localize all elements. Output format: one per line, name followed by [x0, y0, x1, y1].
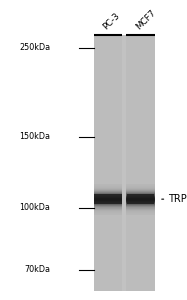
Bar — [127, 198, 154, 199]
Bar — [94, 196, 122, 197]
Bar — [126, 192, 155, 193]
Text: 150kDa: 150kDa — [19, 133, 50, 142]
Bar — [126, 210, 155, 211]
Bar — [126, 200, 155, 201]
Bar — [126, 201, 155, 202]
Bar — [94, 197, 122, 198]
Bar — [126, 187, 155, 188]
Bar — [126, 190, 155, 191]
Bar — [94, 203, 122, 204]
Bar — [94, 191, 122, 192]
Bar — [94, 199, 122, 200]
Bar — [94, 208, 122, 209]
Bar — [94, 202, 122, 203]
Bar — [94, 188, 122, 189]
Bar — [94, 195, 122, 196]
Bar — [94, 209, 122, 210]
Bar — [126, 214, 155, 215]
Bar — [126, 34, 155, 291]
Bar — [126, 184, 155, 185]
Bar — [94, 199, 122, 200]
Bar — [127, 200, 154, 201]
Bar — [126, 209, 155, 210]
Text: 70kDa: 70kDa — [24, 265, 50, 274]
Bar — [94, 196, 122, 197]
Bar — [94, 34, 122, 291]
Bar — [94, 200, 122, 201]
Bar — [94, 194, 122, 195]
Bar — [127, 202, 154, 203]
Bar — [126, 188, 155, 189]
Bar — [126, 185, 155, 186]
Bar — [126, 194, 155, 195]
Bar — [94, 202, 122, 203]
Bar — [126, 211, 155, 212]
Bar — [126, 203, 155, 204]
Bar — [126, 197, 155, 198]
Bar — [94, 203, 122, 204]
Bar — [126, 204, 155, 205]
Bar — [126, 212, 155, 213]
Bar — [94, 195, 122, 196]
Bar — [94, 201, 122, 202]
Bar — [94, 204, 122, 205]
Bar — [94, 200, 122, 201]
Bar — [127, 199, 154, 200]
Bar — [126, 186, 155, 187]
Bar — [94, 210, 122, 211]
Bar — [94, 186, 122, 187]
Bar — [127, 194, 154, 195]
Bar — [94, 212, 122, 213]
Bar — [94, 211, 122, 212]
Bar — [126, 195, 155, 196]
Text: 100kDa: 100kDa — [20, 203, 50, 212]
Bar — [127, 197, 154, 198]
Bar — [94, 198, 122, 199]
Bar — [94, 34, 155, 291]
Bar — [94, 214, 122, 215]
Bar — [94, 190, 122, 191]
Bar — [126, 207, 155, 208]
Bar — [94, 194, 122, 195]
Bar — [126, 193, 155, 194]
Bar — [126, 189, 155, 190]
Bar — [94, 213, 122, 214]
Bar — [126, 202, 155, 203]
Bar — [126, 206, 155, 207]
Bar — [94, 201, 122, 202]
Bar — [127, 195, 154, 196]
Bar — [94, 187, 122, 188]
Bar — [127, 203, 154, 204]
Bar — [94, 184, 122, 185]
Text: TRPM8: TRPM8 — [168, 194, 187, 204]
Bar — [126, 191, 155, 192]
Bar — [94, 189, 122, 190]
Bar — [126, 205, 155, 206]
Bar — [94, 206, 122, 207]
Bar — [126, 199, 155, 200]
Bar — [94, 185, 122, 186]
Text: PC-3: PC-3 — [102, 11, 122, 32]
Bar — [94, 205, 122, 206]
Bar — [126, 196, 155, 197]
Bar — [126, 208, 155, 209]
Bar — [126, 198, 155, 199]
Bar — [94, 197, 122, 198]
Bar — [126, 213, 155, 214]
Bar — [127, 196, 154, 197]
Bar — [94, 198, 122, 199]
Bar — [94, 192, 122, 193]
Bar — [94, 207, 122, 208]
Bar — [94, 202, 122, 203]
Text: 250kDa: 250kDa — [19, 44, 50, 52]
Text: MCF7: MCF7 — [134, 8, 158, 32]
Bar — [127, 202, 154, 203]
Bar — [127, 201, 154, 202]
Bar — [94, 193, 122, 194]
